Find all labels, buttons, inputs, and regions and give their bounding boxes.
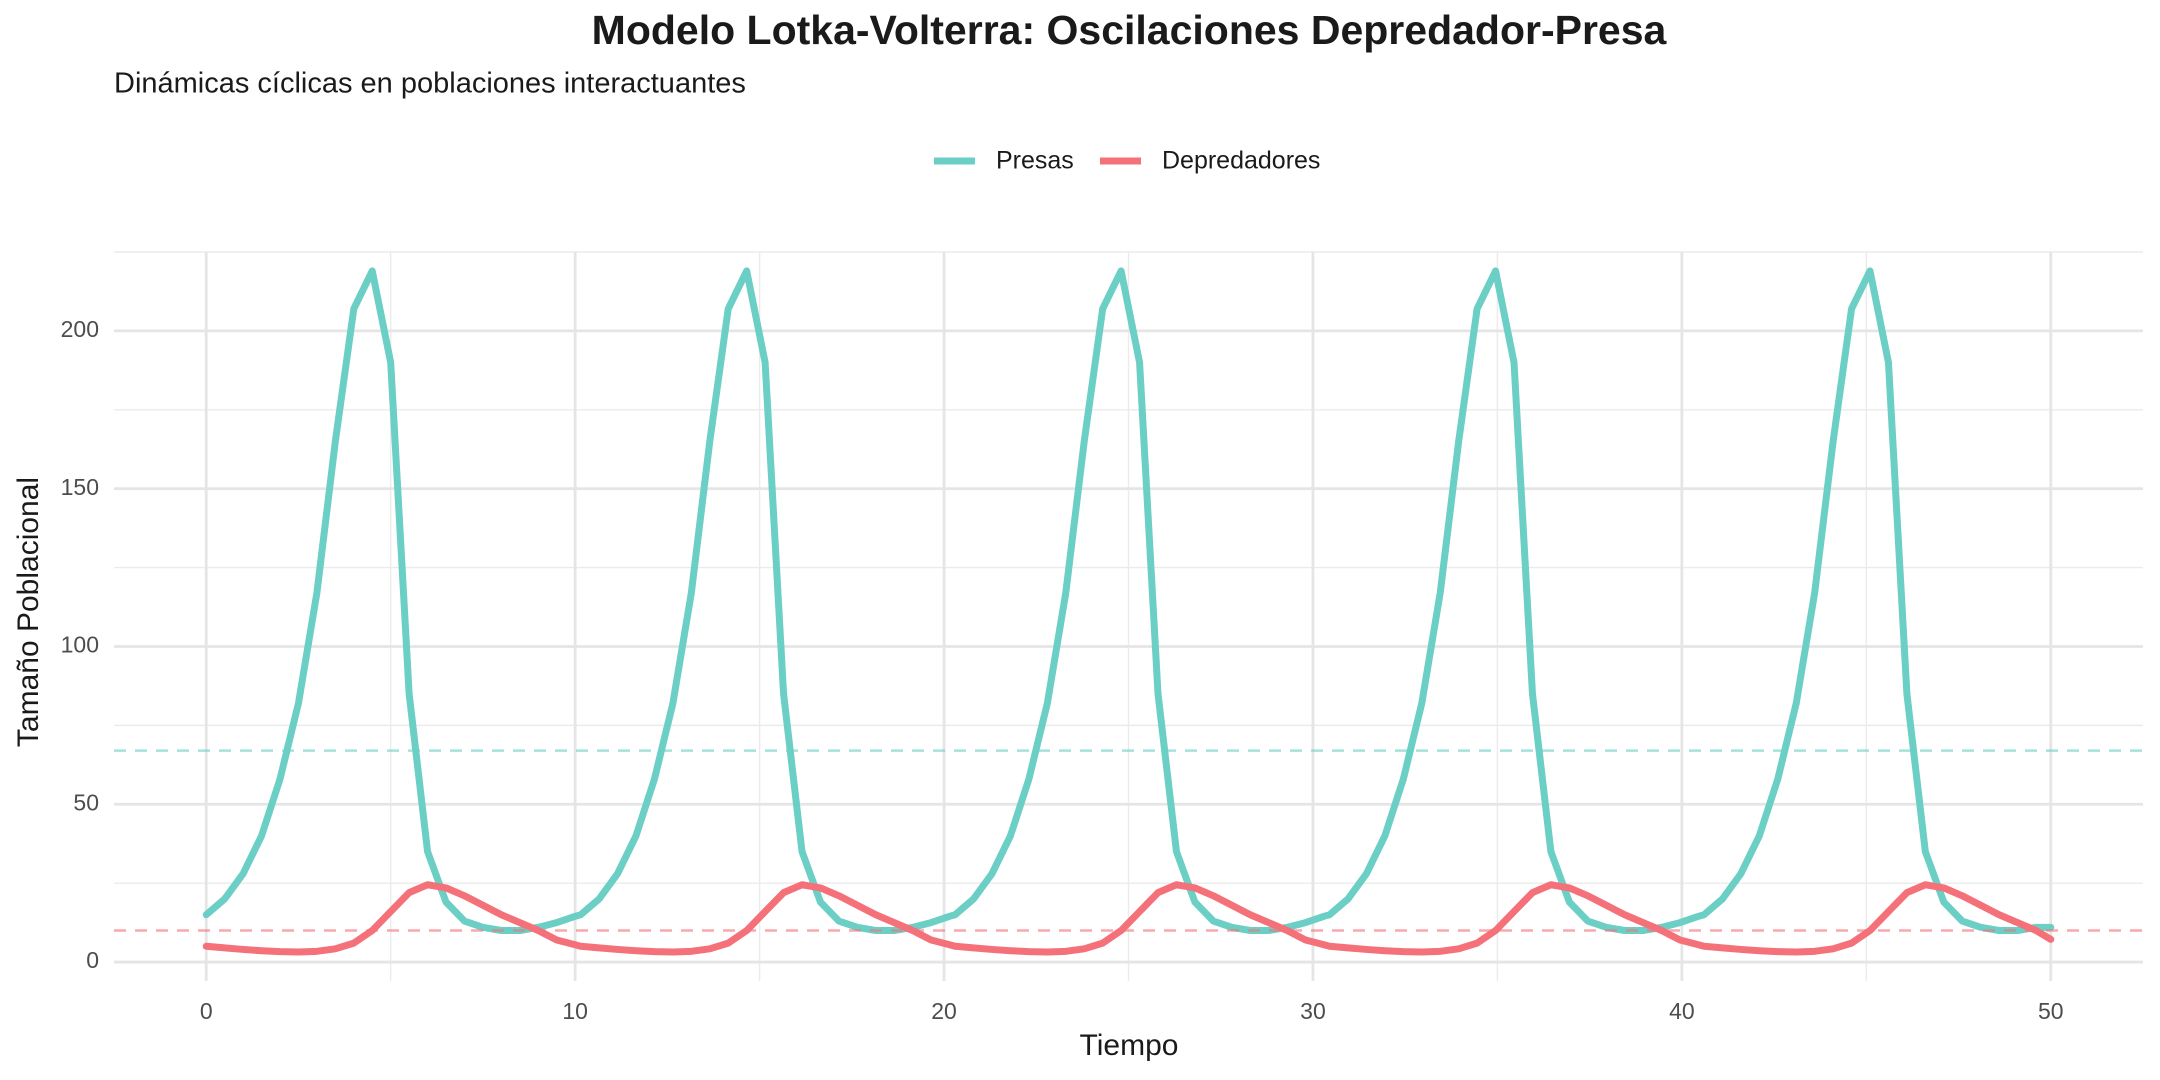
chart-subtitle: Dinámicas cíclicas en poblaciones intera… [114, 68, 746, 100]
y-tick-label: 100 [61, 632, 99, 658]
x-tick-label: 30 [1300, 998, 1326, 1024]
y-axis-title: Tamaño Poblacional [12, 477, 45, 747]
x-tick-label: 40 [1669, 998, 1695, 1024]
x-tick-label: 10 [562, 998, 588, 1024]
series-line [202, 881, 2055, 956]
x-tick-label: 0 [200, 998, 213, 1024]
legend: Presas Depredadores [934, 147, 1320, 175]
chart-title: Modelo Lotka-Volterra: Oscilaciones Depr… [592, 7, 1668, 53]
y-tick-label: 150 [61, 474, 99, 500]
x-axis-title: Tiempo [1080, 1029, 1179, 1062]
y-tick-label: 50 [73, 789, 99, 815]
plot [114, 267, 2143, 956]
grid: 0 50 100 150 200 0 10 20 30 40 50 [61, 251, 2143, 1024]
x-tick-label: 50 [2038, 998, 2064, 1024]
x-tick-label: 20 [931, 998, 957, 1024]
y-tick-label: 200 [61, 316, 99, 342]
legend-label: Depredadores [1162, 147, 1320, 175]
legend-label: Presas [996, 147, 1074, 175]
y-tick-label: 0 [86, 947, 99, 973]
